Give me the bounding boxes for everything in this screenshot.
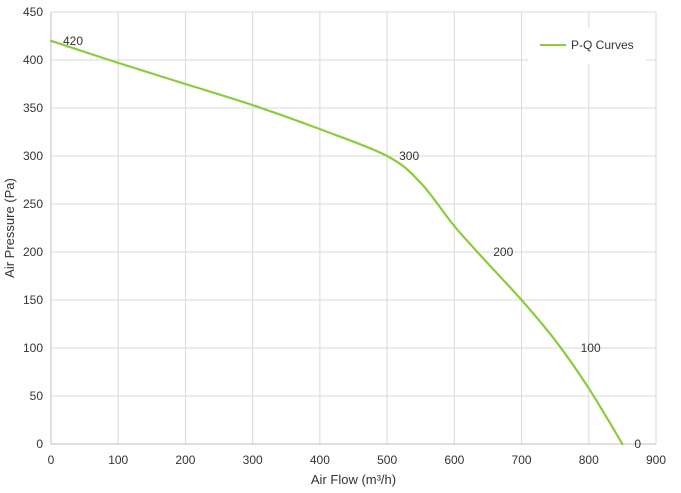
x-tick-label: 0 — [48, 453, 55, 467]
x-tick-label: 200 — [175, 453, 195, 467]
axes — [50, 12, 656, 445]
data-label: 0 — [634, 437, 641, 451]
x-tick-label: 400 — [310, 453, 330, 467]
x-tick-label: 800 — [579, 453, 599, 467]
x-tick-label: 100 — [108, 453, 128, 467]
y-tick-label: 350 — [23, 101, 43, 115]
x-tick-label: 600 — [444, 453, 464, 467]
x-axis-title: Air Flow (m³/h) — [311, 472, 396, 487]
y-tick-label: 200 — [23, 245, 43, 259]
y-tick-label: 400 — [23, 53, 43, 67]
y-tick-label: 100 — [23, 341, 43, 355]
grid-lines — [51, 11, 657, 444]
data-label: 420 — [63, 34, 83, 48]
data-label: 200 — [493, 245, 513, 259]
data-label: 100 — [581, 341, 601, 355]
y-tick-label: 0 — [36, 437, 43, 451]
series-group — [49, 39, 624, 446]
x-tick-label: 700 — [512, 453, 532, 467]
series-line-pq-curves — [49, 39, 624, 446]
y-tick-label: 50 — [30, 389, 44, 403]
x-tick-label: 500 — [377, 453, 397, 467]
data-labels: 420 300 200 100 0 — [63, 34, 641, 451]
y-tick-label: 450 — [23, 5, 43, 19]
x-tick-label: 300 — [243, 453, 263, 467]
legend-label: P-Q Curves — [571, 38, 634, 52]
legend: P-Q Curves — [528, 28, 646, 64]
x-tick-labels: 0 100 200 300 400 500 600 700 800 900 — [48, 453, 667, 467]
data-label: 300 — [399, 149, 419, 163]
y-axis-title: Air Pressure (Pa) — [2, 178, 17, 278]
y-tick-labels: 0 50 100 150 200 250 300 350 400 450 — [23, 5, 43, 451]
y-tick-label: 300 — [23, 149, 43, 163]
y-tick-label: 150 — [23, 293, 43, 307]
y-tick-label: 250 — [23, 197, 43, 211]
x-tick-label: 900 — [646, 453, 666, 467]
